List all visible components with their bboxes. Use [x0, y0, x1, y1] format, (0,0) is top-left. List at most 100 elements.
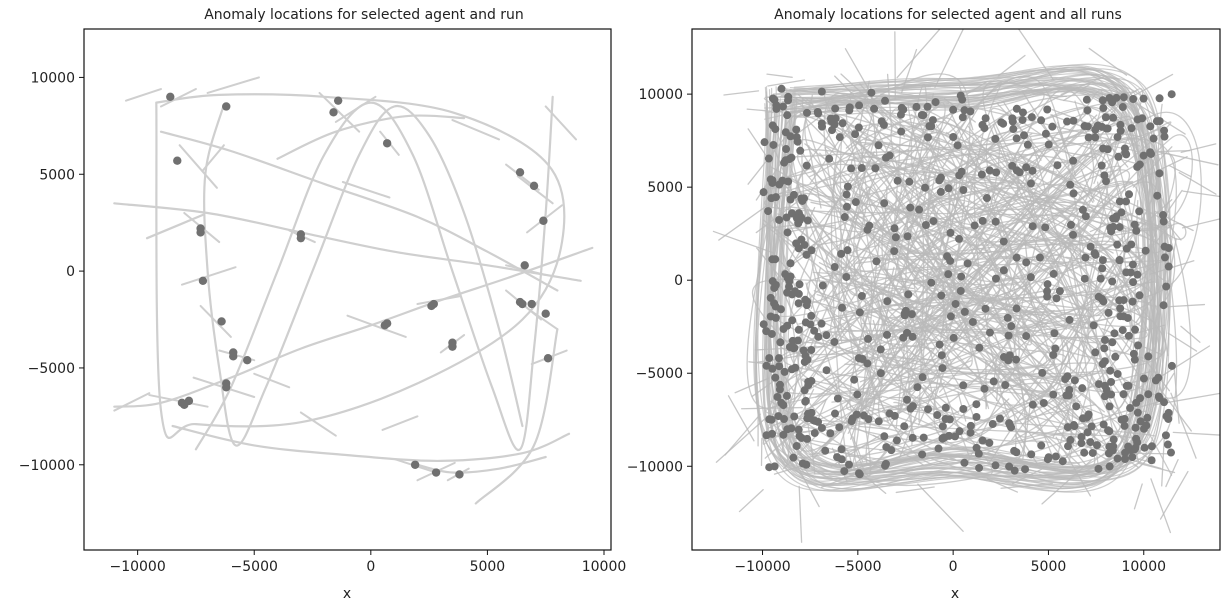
anomaly-point	[759, 320, 768, 329]
anomaly-point	[775, 380, 784, 389]
anomaly-point	[890, 247, 899, 256]
heading-segment	[1129, 98, 1186, 135]
heading-segment	[992, 123, 1012, 173]
anomaly-point	[1082, 413, 1091, 422]
anomaly-point	[818, 281, 827, 290]
anomaly-point	[1051, 452, 1060, 461]
anomaly-point	[949, 133, 958, 142]
heading-segment	[943, 97, 976, 123]
heading-segment	[870, 277, 873, 302]
heading-segment	[253, 372, 291, 389]
anomaly-point	[1144, 352, 1153, 361]
anomaly-point	[893, 176, 902, 185]
heading-segment	[787, 225, 835, 230]
anomaly-point	[881, 96, 890, 105]
anomaly-point	[1069, 230, 1078, 239]
heading-segment	[812, 428, 843, 456]
anomaly-point	[798, 459, 807, 468]
anomaly-point	[1105, 427, 1114, 436]
trajectory-line	[823, 92, 1142, 386]
anomaly-point	[1086, 242, 1095, 251]
heading-segment	[984, 239, 1050, 243]
trajectory-line	[850, 121, 1172, 381]
heading-segment	[901, 48, 918, 94]
anomaly-point	[810, 429, 819, 438]
anomaly-point	[1120, 421, 1129, 430]
anomaly-point	[543, 354, 553, 363]
anomaly-point	[1080, 122, 1089, 131]
heading-segment	[858, 425, 889, 430]
anomaly-point	[1008, 114, 1017, 123]
anomaly-point	[1139, 374, 1148, 383]
anomaly-point	[890, 224, 899, 233]
anomaly-point	[840, 467, 849, 476]
anomaly-point	[903, 328, 912, 337]
anomaly-point	[1078, 384, 1087, 393]
anomaly-point	[794, 425, 803, 434]
anomaly-point	[1167, 90, 1176, 99]
heading-segment	[1120, 281, 1155, 289]
heading-segment	[1011, 466, 1048, 485]
heading-segment	[931, 201, 966, 237]
anomaly-point	[1026, 179, 1035, 188]
anomaly-point	[1109, 113, 1118, 122]
anomaly-point	[1097, 161, 1106, 170]
anomaly-point	[807, 408, 816, 417]
anomaly-point	[855, 101, 864, 110]
anomaly-point	[1012, 355, 1021, 364]
anomaly-point	[906, 404, 915, 413]
anomaly-point	[1131, 423, 1140, 432]
anomaly-point	[229, 352, 238, 361]
anomaly-point	[838, 303, 847, 312]
heading-segment	[854, 141, 916, 147]
anomaly-point	[959, 404, 968, 413]
anomaly-point	[790, 412, 799, 421]
anomaly-point	[844, 460, 853, 469]
anomaly-point	[807, 246, 816, 255]
anomaly-point	[771, 373, 780, 382]
anomaly-point	[941, 415, 950, 424]
anomaly-point	[958, 113, 967, 122]
heading-segment	[873, 221, 926, 264]
heading-segment	[824, 367, 869, 381]
heading-segment	[727, 395, 755, 442]
anomaly-point	[941, 403, 950, 412]
anomaly-point	[785, 155, 794, 164]
anomaly-point	[977, 170, 986, 179]
anomaly-point	[854, 354, 863, 363]
anomaly-point	[1159, 301, 1168, 310]
anomaly-point	[876, 345, 885, 354]
anomaly-point	[814, 332, 823, 341]
anomaly-point	[902, 395, 911, 404]
anomaly-point	[410, 460, 420, 469]
anomaly-point	[1139, 424, 1148, 433]
anomaly-point	[1129, 278, 1138, 287]
anomaly-point	[1022, 332, 1031, 341]
anomaly-point	[764, 154, 773, 163]
anomaly-point	[938, 422, 947, 431]
anomaly-point	[1018, 108, 1027, 117]
heading-segment	[861, 456, 888, 474]
anomaly-point	[1105, 402, 1114, 411]
anomaly-point	[982, 194, 991, 203]
heading-segment	[712, 230, 776, 255]
anomaly-point	[864, 415, 873, 424]
anomaly-point	[792, 133, 801, 142]
chart-left-xtick-label: −5000	[231, 559, 278, 575]
anomaly-point	[1164, 408, 1173, 417]
trajectory-line	[797, 117, 1136, 203]
anomaly-point	[1026, 273, 1035, 282]
anomaly-point	[801, 351, 810, 360]
anomaly-point	[222, 383, 231, 392]
trajectory-line	[159, 130, 559, 292]
anomaly-point	[1084, 133, 1093, 142]
anomaly-point	[966, 107, 975, 116]
heading-segment	[767, 398, 828, 429]
anomaly-point	[880, 199, 889, 208]
anomaly-point	[1146, 122, 1155, 131]
anomaly-point	[835, 133, 844, 142]
heading-segment	[451, 119, 501, 141]
anomaly-point	[1134, 341, 1143, 350]
heading-segment	[844, 47, 870, 91]
anomaly-point	[1100, 344, 1109, 353]
